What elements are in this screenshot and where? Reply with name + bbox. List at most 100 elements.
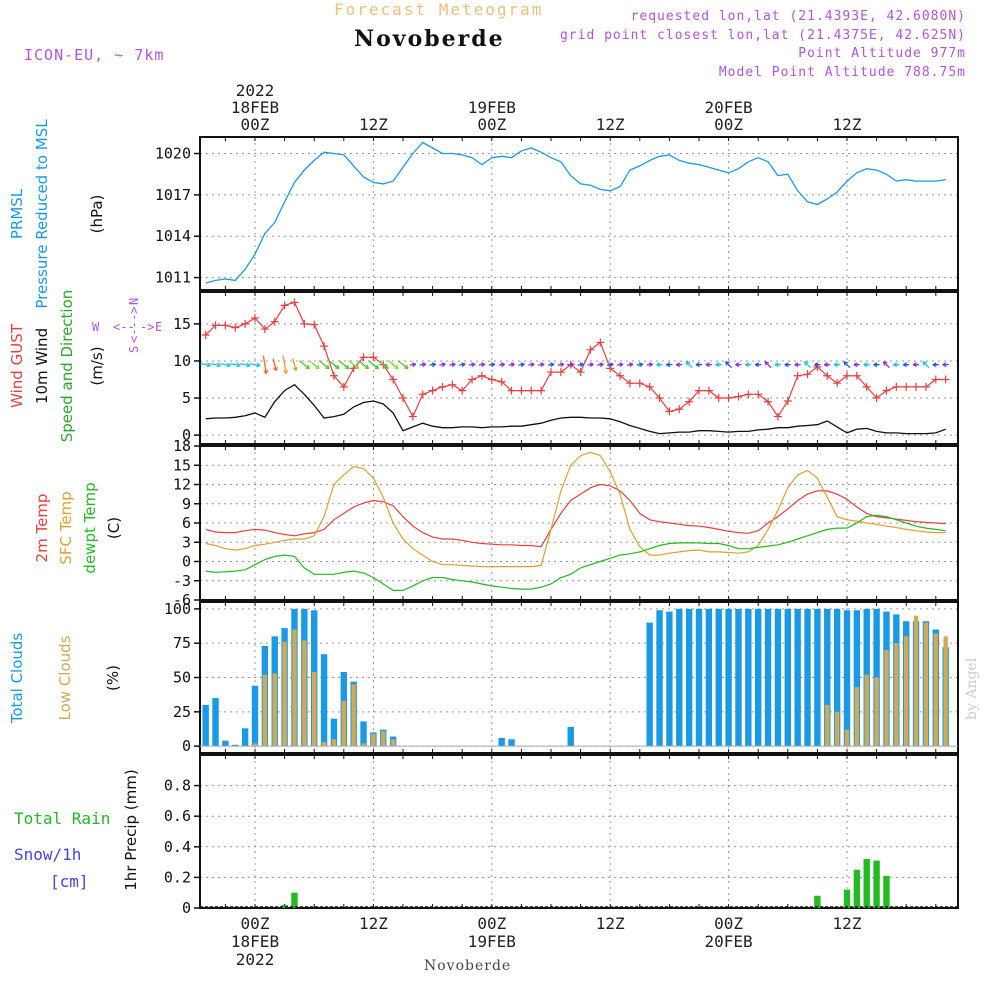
total-cloud-bar	[833, 608, 841, 747]
temperature-ytick-label: -6	[173, 591, 191, 609]
temperature-ytick-label: -3	[173, 572, 191, 590]
wind-direction-arrow	[240, 363, 251, 367]
low-cloud-bar	[904, 636, 909, 747]
top-time-label: 00Z	[714, 115, 743, 134]
wind-frame	[199, 291, 959, 445]
gust-marker	[852, 371, 861, 380]
gust-marker	[902, 382, 911, 391]
temperature-ytick-label: 3	[182, 533, 191, 551]
top-time-label: 20FEB	[705, 98, 753, 117]
wind-direction-arrowhead	[675, 362, 681, 368]
bottom-time-label: 12Z	[596, 914, 625, 933]
rain-bar	[843, 889, 851, 908]
pressure-label-2: Pressure Reduced to MSL	[33, 119, 51, 309]
meteogram-title: Forecast Meteogram	[334, 0, 544, 19]
total-cloud-bar	[853, 610, 861, 747]
gust-marker	[201, 331, 210, 340]
precip-label: 1hr Precip (mm)	[122, 769, 140, 890]
total-cloud-bar	[705, 608, 713, 747]
wind-direction-arrowhead	[735, 362, 740, 368]
temp-series-dewpt	[205, 514, 946, 591]
total-cloud-bar	[824, 608, 831, 747]
bottom-time-label: 12Z	[359, 914, 388, 933]
wind-direction-arrow	[922, 361, 930, 369]
temperature-ytick-label: 12	[173, 476, 191, 494]
total-cloud-bar	[508, 739, 515, 747]
wind-direction-arrowhead	[236, 362, 241, 368]
wind-direction-arrowhead	[705, 362, 710, 368]
clouds-ytick-label: 100	[164, 600, 191, 618]
wind-direction-arrow	[282, 355, 287, 374]
clouds-frame	[199, 601, 959, 754]
wind-direction-arrowhead	[569, 362, 575, 368]
wind-direction-arrowhead	[550, 362, 555, 368]
low-cloud-bar	[262, 674, 268, 747]
wind-direction-arrowhead	[206, 362, 212, 368]
gust-marker	[211, 321, 220, 330]
wind-direction-arrow	[318, 360, 330, 370]
wind-direction-arrowhead	[589, 362, 594, 368]
wind-direction-arrow	[298, 360, 310, 370]
cloud-ylabel: Total Clouds Low Clouds (%)	[8, 633, 122, 725]
bottom-time-label: 00Z	[241, 914, 270, 933]
wind-direction-arrow	[685, 361, 693, 369]
pressure-panel: 1011 1014 1017 1020	[155, 136, 959, 291]
low-cloud-bar	[390, 739, 396, 747]
wind-direction-arrow	[230, 363, 241, 367]
total-cloud-bar	[202, 704, 209, 747]
wind-direction-arrowhead	[510, 362, 515, 368]
wind-direction-arrow	[883, 361, 890, 369]
wind-direction-arrowhead	[263, 369, 269, 375]
wind-direction-arrowhead	[932, 362, 937, 368]
gust-marker	[290, 298, 299, 307]
temperature-ytick-label: 18	[173, 437, 191, 455]
wind-direction-arrowhead	[431, 362, 436, 368]
gust-marker	[645, 382, 654, 391]
gust-marker	[458, 386, 467, 395]
wind-ytick-label: 15	[173, 315, 191, 333]
wind-ylabel: Wind GUST 10m Wind Speed and Direction (m/s…	[8, 290, 106, 443]
pressure-ytick-label: 1011	[155, 269, 191, 287]
low-cloud-bar	[381, 731, 386, 747]
snow-unit-legend: [cm]	[50, 872, 89, 891]
total-cloud-bar	[567, 726, 574, 747]
pressure-line	[205, 141, 946, 284]
compass-s: S	[127, 346, 141, 353]
compass-legend: W <-- -> E	[92, 320, 162, 334]
total-cloud-bar	[320, 654, 328, 747]
wind-direction-arrow	[220, 363, 231, 367]
wind-direction-arrow	[397, 360, 409, 370]
total-cloud-bar	[241, 728, 249, 747]
gust-marker	[329, 371, 338, 380]
wind-direction-arrowhead	[628, 362, 634, 368]
wind-panel: 0 5 10 15	[173, 291, 959, 445]
temperature-ytick-label: 15	[173, 456, 191, 474]
temp-ylabel: 2m Temp SFC Temp dewpt Temp (C)	[33, 482, 123, 573]
gust-marker	[280, 301, 289, 310]
total-cloud-bar	[656, 610, 663, 747]
wind-direction-arrowhead	[273, 366, 278, 372]
total-cloud-bar	[212, 698, 219, 747]
wind-direction-arrowhead	[685, 361, 691, 366]
top-time-label: 19FEB	[468, 98, 516, 117]
wind-direction-arrowhead	[500, 362, 506, 368]
precip-frame	[199, 754, 959, 909]
wind-direction-arrowhead	[648, 362, 654, 368]
wind-direction-arrow	[764, 361, 772, 369]
wind-direction-arrowhead	[315, 364, 320, 370]
wind-direction-arrow	[272, 358, 277, 371]
low-cloud-bar	[913, 615, 919, 747]
wind-direction-arrow	[804, 361, 811, 369]
low-cloud-bar	[943, 636, 948, 747]
wind-direction-arrowhead	[441, 362, 446, 368]
wind-direction-arrowhead	[305, 364, 310, 370]
total-cloud-bar	[251, 685, 259, 747]
gust-marker	[704, 386, 713, 395]
wind-direction-arrowhead	[764, 361, 770, 366]
wind-10m-label: 10m Wind	[33, 328, 51, 404]
gust-marker	[912, 382, 921, 391]
station-name: Novoberde	[354, 26, 505, 52]
compass-arrow-right: ->	[140, 320, 154, 334]
gust-marker	[369, 353, 378, 362]
rain-legend: Total Rain	[14, 809, 110, 828]
